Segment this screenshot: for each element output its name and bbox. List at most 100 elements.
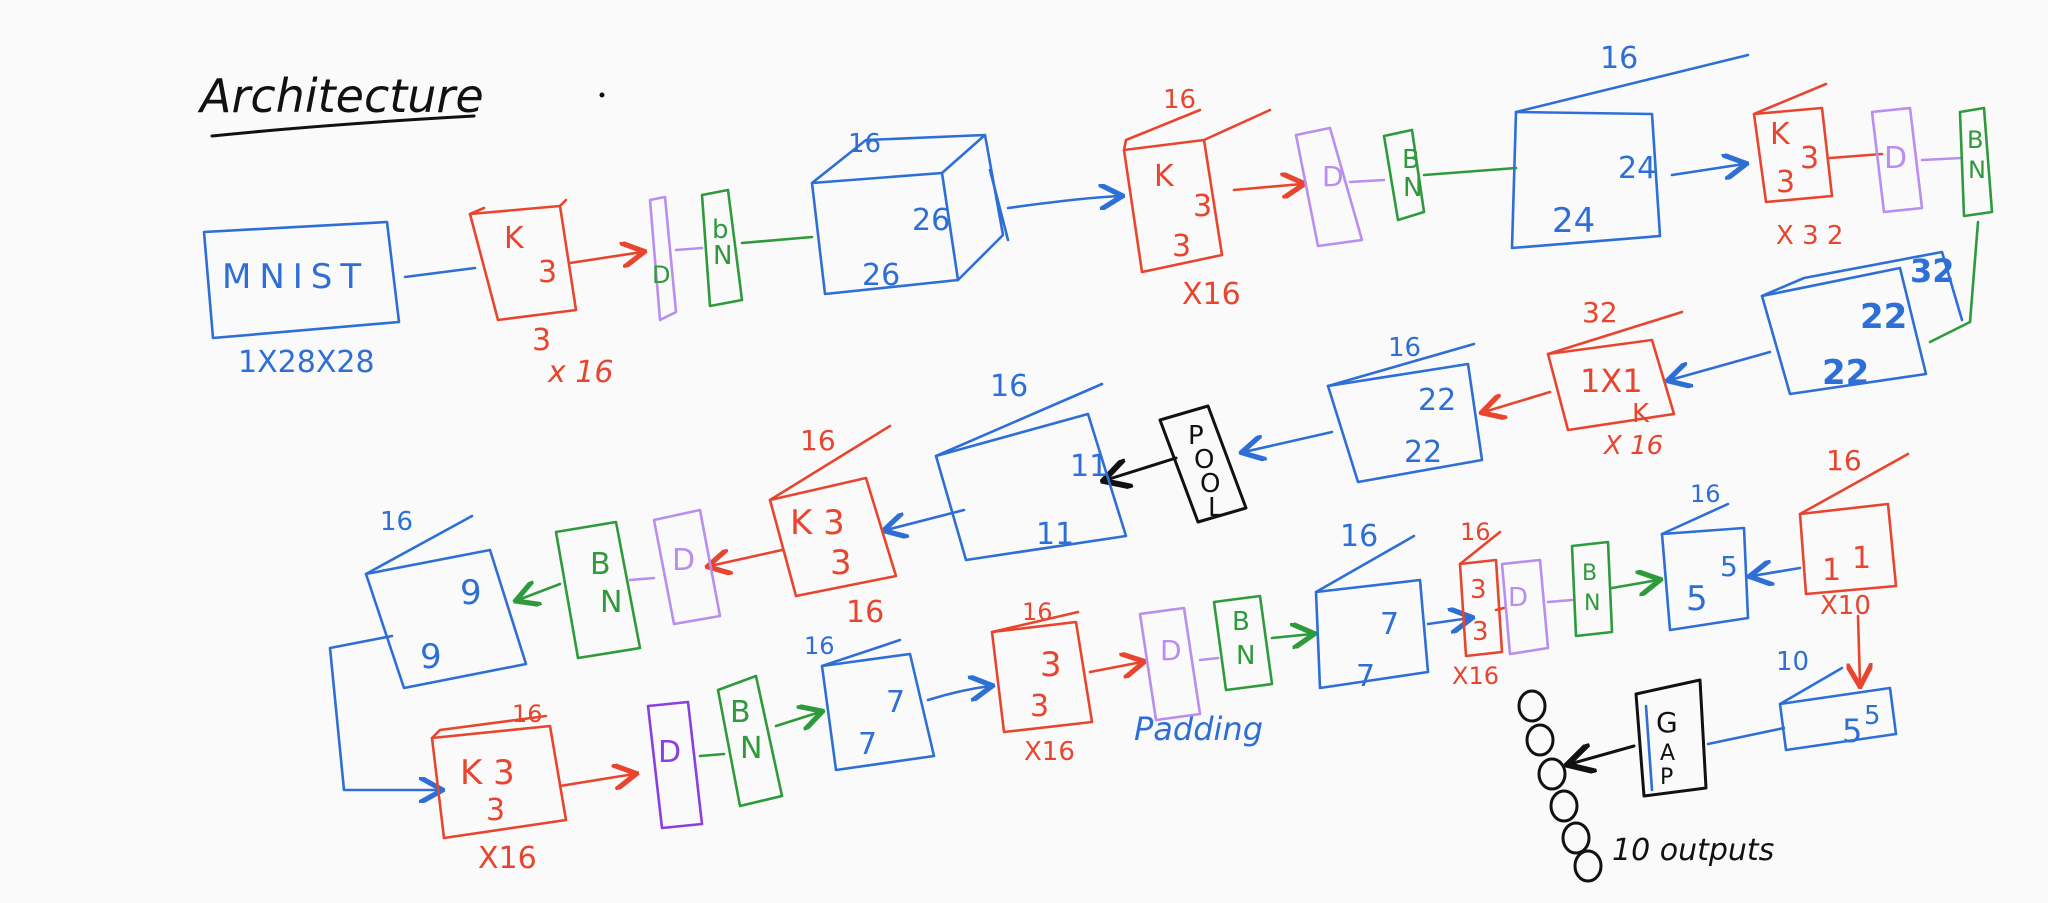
svg-text:3: 3: [1193, 189, 1212, 224]
svg-text:D: D: [658, 735, 681, 770]
svg-text:16: 16: [804, 632, 835, 660]
svg-text:7: 7: [1380, 607, 1399, 642]
edge-cube3-k4: [1670, 350, 1772, 380]
title-dot: [599, 92, 605, 98]
svg-text:B: B: [590, 547, 611, 582]
edge-k9-cube10: [1858, 614, 1860, 684]
svg-text:P: P: [1660, 765, 1673, 790]
svg-text:N: N: [1403, 173, 1422, 203]
svg-text:3: 3: [1172, 229, 1191, 264]
svg-text:26: 26: [912, 203, 950, 238]
edge-d2-bn2: [1348, 178, 1386, 184]
svg-text:3: 3: [1030, 689, 1049, 724]
svg-text:5: 5: [1720, 550, 1738, 583]
svg-text:N: N: [1584, 591, 1600, 616]
svg-text:10: 10: [1776, 647, 1809, 677]
mnist-dims: 1X28X28: [238, 345, 375, 380]
svg-text:1: 1: [1822, 553, 1841, 588]
dropout-d6: D: [646, 700, 704, 830]
svg-text:P: P: [1188, 421, 1204, 451]
edge-cube5-k5: [886, 508, 966, 530]
svg-text:D: D: [1884, 141, 1907, 176]
svg-text:N: N: [600, 585, 622, 620]
svg-text:22: 22: [1860, 297, 1907, 337]
svg-text:N: N: [740, 731, 762, 766]
svg-text:B: B: [1967, 126, 1983, 154]
mnist-label: MNIST: [222, 257, 369, 297]
edge-k3-d3: [1828, 152, 1884, 160]
conv-k8: 16 3 3 X16: [1452, 518, 1504, 690]
batchnorm-bn2: B N: [1382, 128, 1426, 222]
edge-d7-bn7: [1198, 656, 1220, 662]
svg-text:X 3 2: X 3 2: [1776, 221, 1843, 251]
batchnorm-bn3: B N: [1958, 106, 1994, 218]
svg-text:7: 7: [858, 727, 877, 762]
dropout-d8: D: [1500, 558, 1550, 656]
batchnorm-bn8: B N: [1570, 540, 1614, 638]
svg-text:11: 11: [1036, 517, 1074, 552]
svg-text:D: D: [1508, 583, 1528, 613]
max-pool-block: P O O L: [1158, 404, 1248, 524]
svg-text:3: 3: [1800, 141, 1819, 176]
edge-pool-cube5: [1106, 456, 1178, 480]
edge-gap-outputs: [1570, 746, 1636, 764]
feature-map-cube9: 16 5 5: [1660, 480, 1750, 632]
svg-text:3: 3: [1040, 645, 1062, 685]
edge-d6-bn6: [698, 752, 726, 758]
svg-text:22: 22: [1404, 435, 1442, 470]
svg-text:X16: X16: [1452, 662, 1499, 690]
svg-text:16: 16: [1690, 480, 1721, 508]
feature-map-cube8: 16 7 7: [1314, 519, 1430, 694]
svg-text:16: 16: [1022, 598, 1053, 626]
svg-text:3: 3: [1472, 617, 1489, 647]
edge-bn3-cube3: [1928, 220, 1980, 344]
svg-text:9: 9: [420, 637, 442, 677]
svg-text:B: B: [1232, 607, 1250, 637]
mnist-input-block: MNIST 1X28X28: [202, 220, 401, 380]
svg-text:16: 16: [1600, 41, 1638, 76]
svg-text:32: 32: [1582, 296, 1618, 329]
feature-map-cube1: 16 26 26: [810, 129, 1010, 296]
svg-text:K: K: [1770, 117, 1791, 152]
svg-text:D: D: [672, 543, 695, 578]
svg-text:16: 16: [512, 700, 543, 728]
svg-text:16: 16: [1340, 519, 1378, 554]
edge-bn6-cube7: [774, 712, 820, 726]
svg-text:16: 16: [846, 595, 884, 630]
batchnorm-bn7: B N: [1212, 594, 1274, 692]
conv-k3: K 3 3 X 3 2: [1752, 82, 1843, 251]
svg-text:9: 9: [460, 573, 482, 613]
conv-k1: K 3 3 x 16: [468, 198, 613, 390]
edge-k2-d2: [1232, 184, 1302, 190]
svg-text:N: N: [1968, 156, 1986, 184]
svg-text:B: B: [1582, 561, 1597, 586]
svg-text:B: B: [730, 695, 751, 730]
edge-mnist-k1: [403, 266, 477, 279]
conv-k2: 16 K 3 3 X16: [1122, 85, 1272, 312]
edge-bn8-cube9: [1610, 580, 1658, 588]
svg-text:b: b: [712, 215, 729, 245]
svg-text:7: 7: [1356, 659, 1375, 694]
edge-cube4-pool: [1244, 430, 1334, 452]
edge-k9-cube9: [1752, 568, 1802, 576]
svg-text:A: A: [1660, 741, 1675, 766]
svg-text:N: N: [1236, 641, 1255, 671]
svg-text:5: 5: [1842, 712, 1862, 750]
svg-text:O: O: [1194, 445, 1214, 475]
batchnorm-bn1: b N: [700, 188, 744, 308]
svg-text:3: 3: [486, 793, 505, 828]
edge-d1-bn1: [674, 246, 704, 252]
feature-map-cube2: 16 24 24: [1510, 41, 1750, 250]
edge-k5-d5: [710, 548, 784, 566]
svg-text:D: D: [1160, 634, 1182, 667]
dropout-d1: D: [648, 195, 678, 322]
edge-k6-d6: [558, 774, 634, 786]
svg-text:16: 16: [990, 369, 1028, 404]
edge-k7-d7: [1088, 662, 1142, 672]
svg-text:N: N: [713, 241, 732, 271]
svg-text:1: 1: [1852, 541, 1871, 576]
svg-text:32: 32: [1910, 252, 1955, 290]
edge-k1-d1: [568, 252, 642, 263]
edge-bn5-cube6: [518, 584, 562, 600]
svg-text:3: 3: [1776, 165, 1795, 200]
